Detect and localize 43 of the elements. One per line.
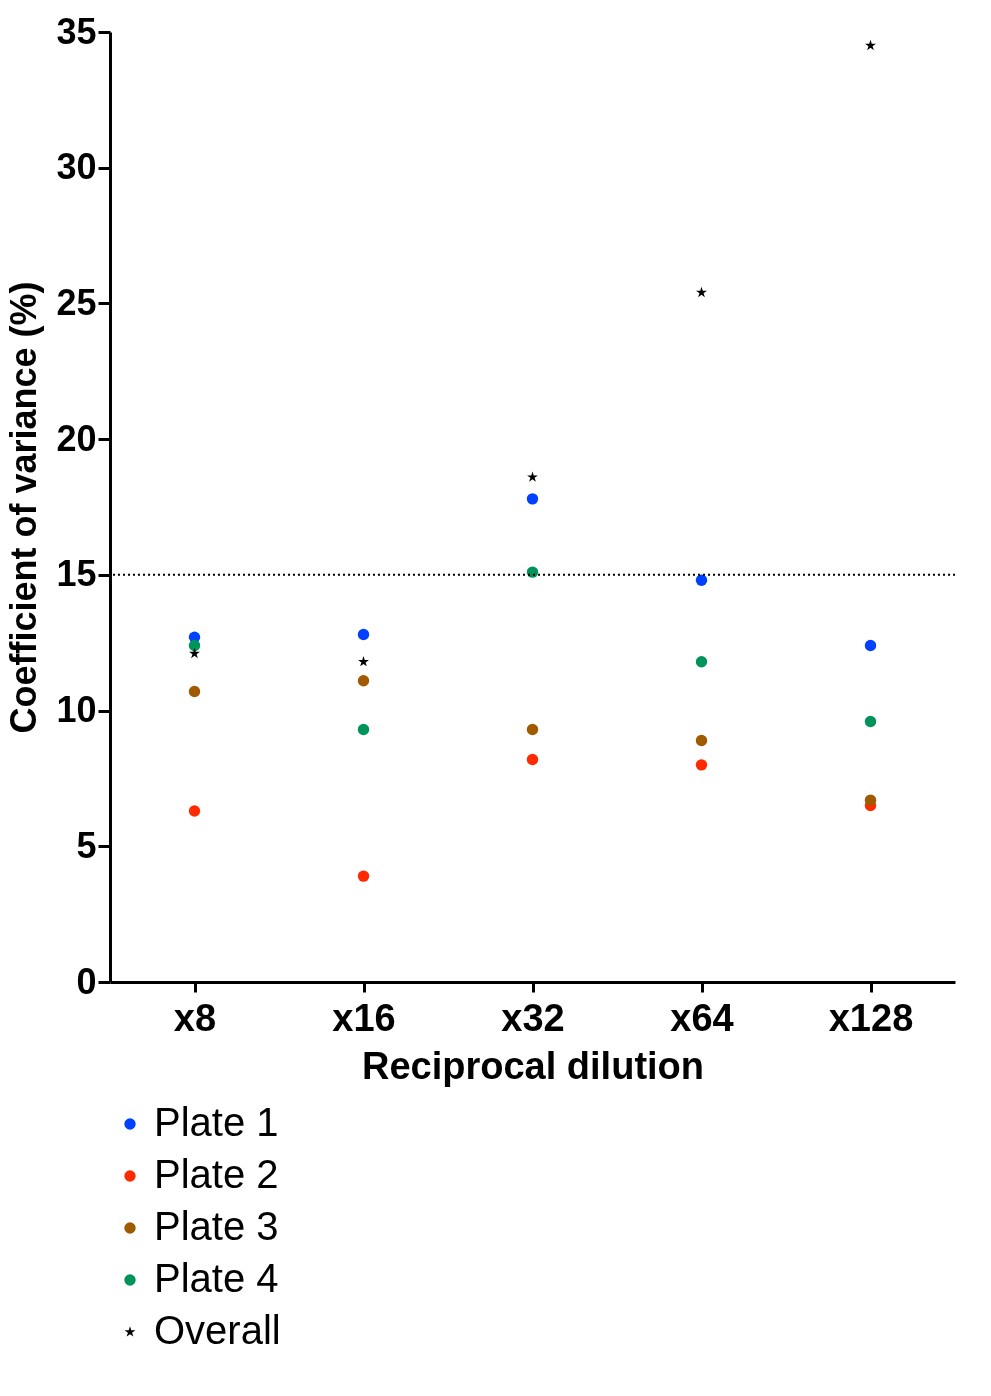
- point: [358, 656, 369, 667]
- point: [188, 805, 201, 817]
- y-tick-label: 35: [56, 10, 97, 52]
- legend-label: Plate 2: [154, 1152, 279, 1196]
- legend-label: Plate 3: [154, 1204, 279, 1248]
- point: [527, 471, 538, 482]
- point: [695, 734, 708, 747]
- y-tick-label: 25: [56, 281, 97, 323]
- point: [696, 286, 707, 298]
- point: [188, 639, 201, 652]
- point: [357, 628, 370, 641]
- point: [189, 647, 200, 659]
- point: [526, 723, 539, 736]
- y-tick-label: 10: [56, 689, 97, 731]
- point: [526, 493, 539, 505]
- y-axis-title: Coefficient of variance (%): [3, 281, 45, 734]
- point: [526, 753, 539, 766]
- point: [695, 759, 708, 771]
- x-tick-label: x8: [173, 996, 217, 1039]
- point: [864, 715, 877, 728]
- point: [864, 639, 877, 652]
- legend-label: Plate 1: [154, 1100, 279, 1144]
- point: [864, 794, 877, 806]
- legend-label: Plate 4: [154, 1256, 279, 1300]
- point: [188, 685, 201, 698]
- y-tick-label: 15: [56, 553, 97, 595]
- y-tick-label: 30: [56, 146, 97, 188]
- point: [865, 39, 876, 51]
- x-tick-label: x128: [828, 996, 914, 1039]
- point: [357, 675, 370, 687]
- x-tick-label: x16: [332, 996, 396, 1039]
- point: [695, 656, 708, 668]
- x-tick-label: x32: [501, 996, 565, 1039]
- x-tick-label: x64: [670, 996, 734, 1039]
- point: [357, 870, 370, 882]
- point: [357, 723, 370, 736]
- y-tick-label: 5: [76, 824, 97, 866]
- y-tick-label: 20: [56, 417, 97, 459]
- legend-label: Overall: [154, 1308, 281, 1352]
- point: [526, 566, 539, 578]
- y-tick-label: 0: [76, 960, 97, 1002]
- point: [695, 574, 708, 586]
- x-axis-title: Reciprocal dilution: [361, 1044, 705, 1087]
